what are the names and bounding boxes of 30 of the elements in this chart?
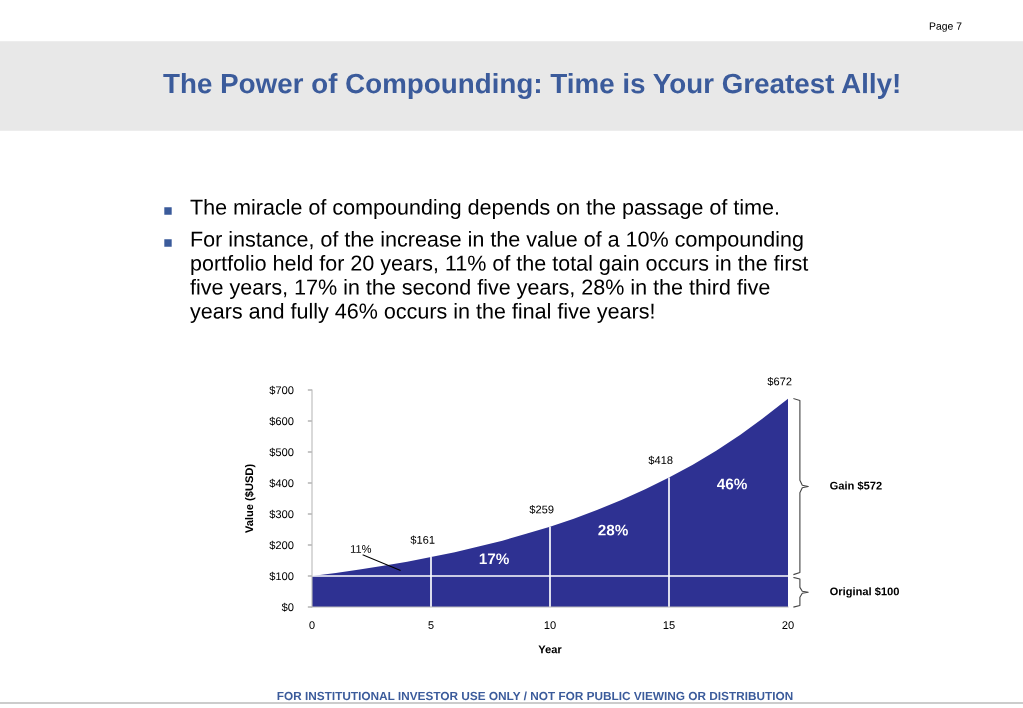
- x-tick-label: 0: [309, 621, 315, 630]
- annotation: 17%: [479, 553, 509, 565]
- text: The miracle of compounding depends on the passage of time.: [190, 199, 779, 220]
- annotation: $418: [648, 455, 673, 465]
- x-tick-label: 20: [782, 621, 794, 630]
- y-tick-label: $700: [269, 385, 294, 395]
- y-tick-label: $200: [269, 540, 294, 550]
- annotation: 28%: [598, 524, 628, 536]
- text: Page 7: [929, 22, 962, 32]
- y-tick-label: $300: [269, 509, 294, 519]
- text: FOR INSTITUTIONAL INVESTOR USE ONLY / NOT FOR PUBLIC VIEWING OR DISTRIBUTION: [277, 691, 793, 701]
- text: Original $100: [830, 586, 899, 598]
- text: For instance, of the increase in the value of a 10% compounding portfolio held for 20 years, 11% of the total gain occurs in the first five years, 17% in the second five years, 28% in the third five years and fully 46% occurs in the final five years!: [190, 231, 809, 323]
- y-tick-label: $600: [269, 416, 294, 426]
- x-tick-label: 10: [544, 621, 556, 630]
- y-axis-title: Value ($USD): [244, 464, 256, 533]
- x-axis-title: Year: [538, 645, 562, 654]
- y-tick-label: $400: [269, 478, 294, 488]
- y-tick-label: $500: [269, 447, 294, 457]
- annotation: $672: [767, 377, 792, 387]
- annotation: 46%: [717, 478, 747, 490]
- annotation: 11%: [350, 545, 372, 553]
- text: Gain $572: [830, 481, 882, 491]
- y-tick-label: $100: [269, 571, 294, 581]
- annotation: $259: [529, 505, 554, 515]
- annotation: $161: [410, 535, 435, 545]
- x-tick-label: 5: [428, 621, 434, 630]
- x-tick-label: 15: [663, 621, 675, 630]
- chart-title: The Power of Compounding: Time is Your Greatest Ally!: [163, 72, 899, 100]
- y-tick-label: $0: [281, 602, 294, 612]
